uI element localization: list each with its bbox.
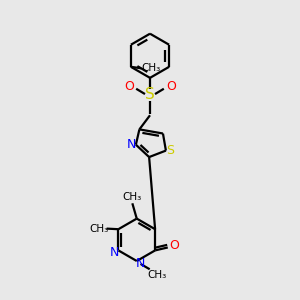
Text: CH₃: CH₃ [141,63,160,73]
Text: S: S [166,144,174,157]
Text: N: N [127,138,136,151]
Text: O: O [166,80,176,93]
Text: CH₃: CH₃ [90,224,109,234]
Text: N: N [136,257,145,270]
Text: O: O [124,80,134,93]
Text: O: O [169,239,179,253]
Text: CH₃: CH₃ [123,192,142,202]
Text: N: N [110,246,119,259]
Text: CH₃: CH₃ [148,269,167,280]
Text: S: S [145,87,155,102]
